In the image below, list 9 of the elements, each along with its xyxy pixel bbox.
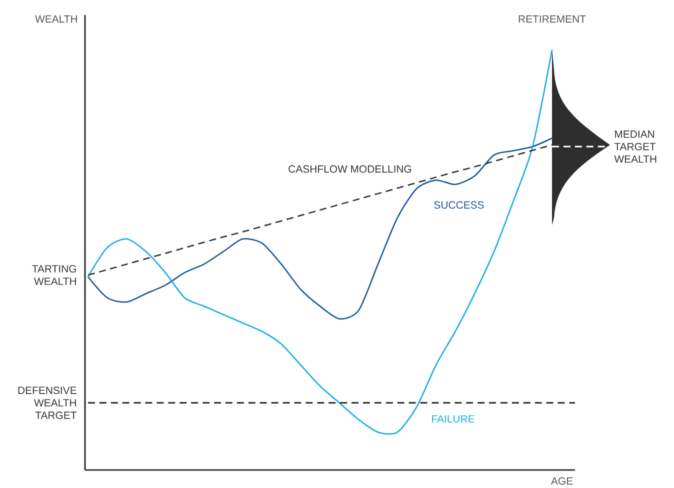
series-label: CASHFLOW MODELLING xyxy=(288,165,412,173)
y-axis-title: WEALTH xyxy=(35,15,77,23)
x-axis-title: AGE xyxy=(550,477,573,485)
series-label: FAILURE xyxy=(432,415,474,423)
text: TARTING WEALTH xyxy=(32,265,76,285)
text: RETIREMENT xyxy=(518,15,586,23)
ref-line-label: MEDIAN TARGET WEALTH xyxy=(614,130,656,163)
ref-line-label: DEFENSIVE WEALTH TARGET xyxy=(18,386,77,419)
series-label: SUCCESS xyxy=(434,201,484,209)
